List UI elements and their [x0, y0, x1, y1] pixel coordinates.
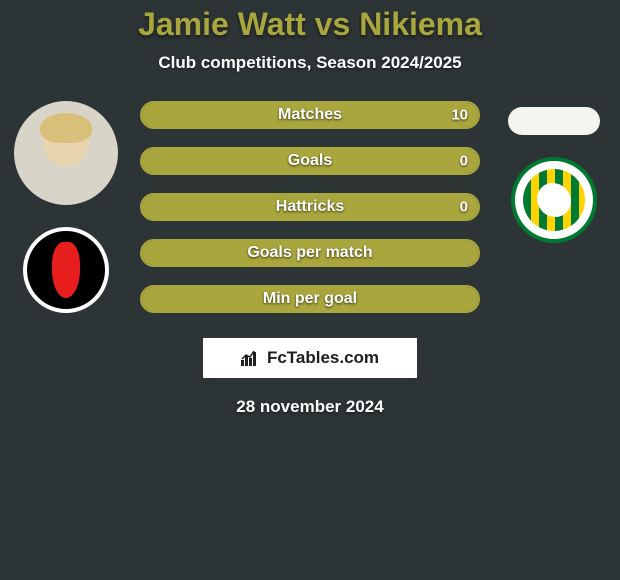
bar-value-right: 0: [460, 153, 468, 170]
main-row: Matches 10 Goals 0 Hattricks 0 Goals per…: [0, 101, 620, 313]
club-badge-right: [511, 157, 597, 243]
player-avatar-right: [508, 107, 600, 135]
stats-bars: Matches 10 Goals 0 Hattricks 0 Goals per…: [140, 101, 480, 313]
stat-bar-goals-per-match: Goals per match: [140, 239, 480, 267]
club-badge-right-inner: [523, 169, 585, 231]
bar-label: Goals per match: [247, 244, 372, 262]
right-column: [498, 101, 610, 243]
watermark: FcTables.com: [202, 337, 418, 379]
bar-value-right: 0: [460, 199, 468, 216]
bar-value-right: 10: [451, 107, 468, 124]
stat-bar-hattricks: Hattricks 0: [140, 193, 480, 221]
barchart-icon: [241, 350, 261, 366]
bar-label: Min per goal: [263, 290, 357, 308]
left-column: [10, 101, 122, 313]
bar-label: Matches: [278, 106, 342, 124]
stat-bar-min-per-goal: Min per goal: [140, 285, 480, 313]
club-badge-left: [23, 227, 109, 313]
bar-label: Hattricks: [276, 198, 344, 216]
date: 28 november 2024: [0, 397, 620, 417]
stat-bar-matches: Matches 10: [140, 101, 480, 129]
subtitle: Club competitions, Season 2024/2025: [0, 53, 620, 73]
watermark-text: FcTables.com: [267, 348, 379, 368]
page-title: Jamie Watt vs Nikiema: [0, 6, 620, 43]
comparison-card: Jamie Watt vs Nikiema Club competitions,…: [0, 0, 620, 417]
stat-bar-goals: Goals 0: [140, 147, 480, 175]
player-avatar-left: [14, 101, 118, 205]
bar-label: Goals: [288, 152, 332, 170]
